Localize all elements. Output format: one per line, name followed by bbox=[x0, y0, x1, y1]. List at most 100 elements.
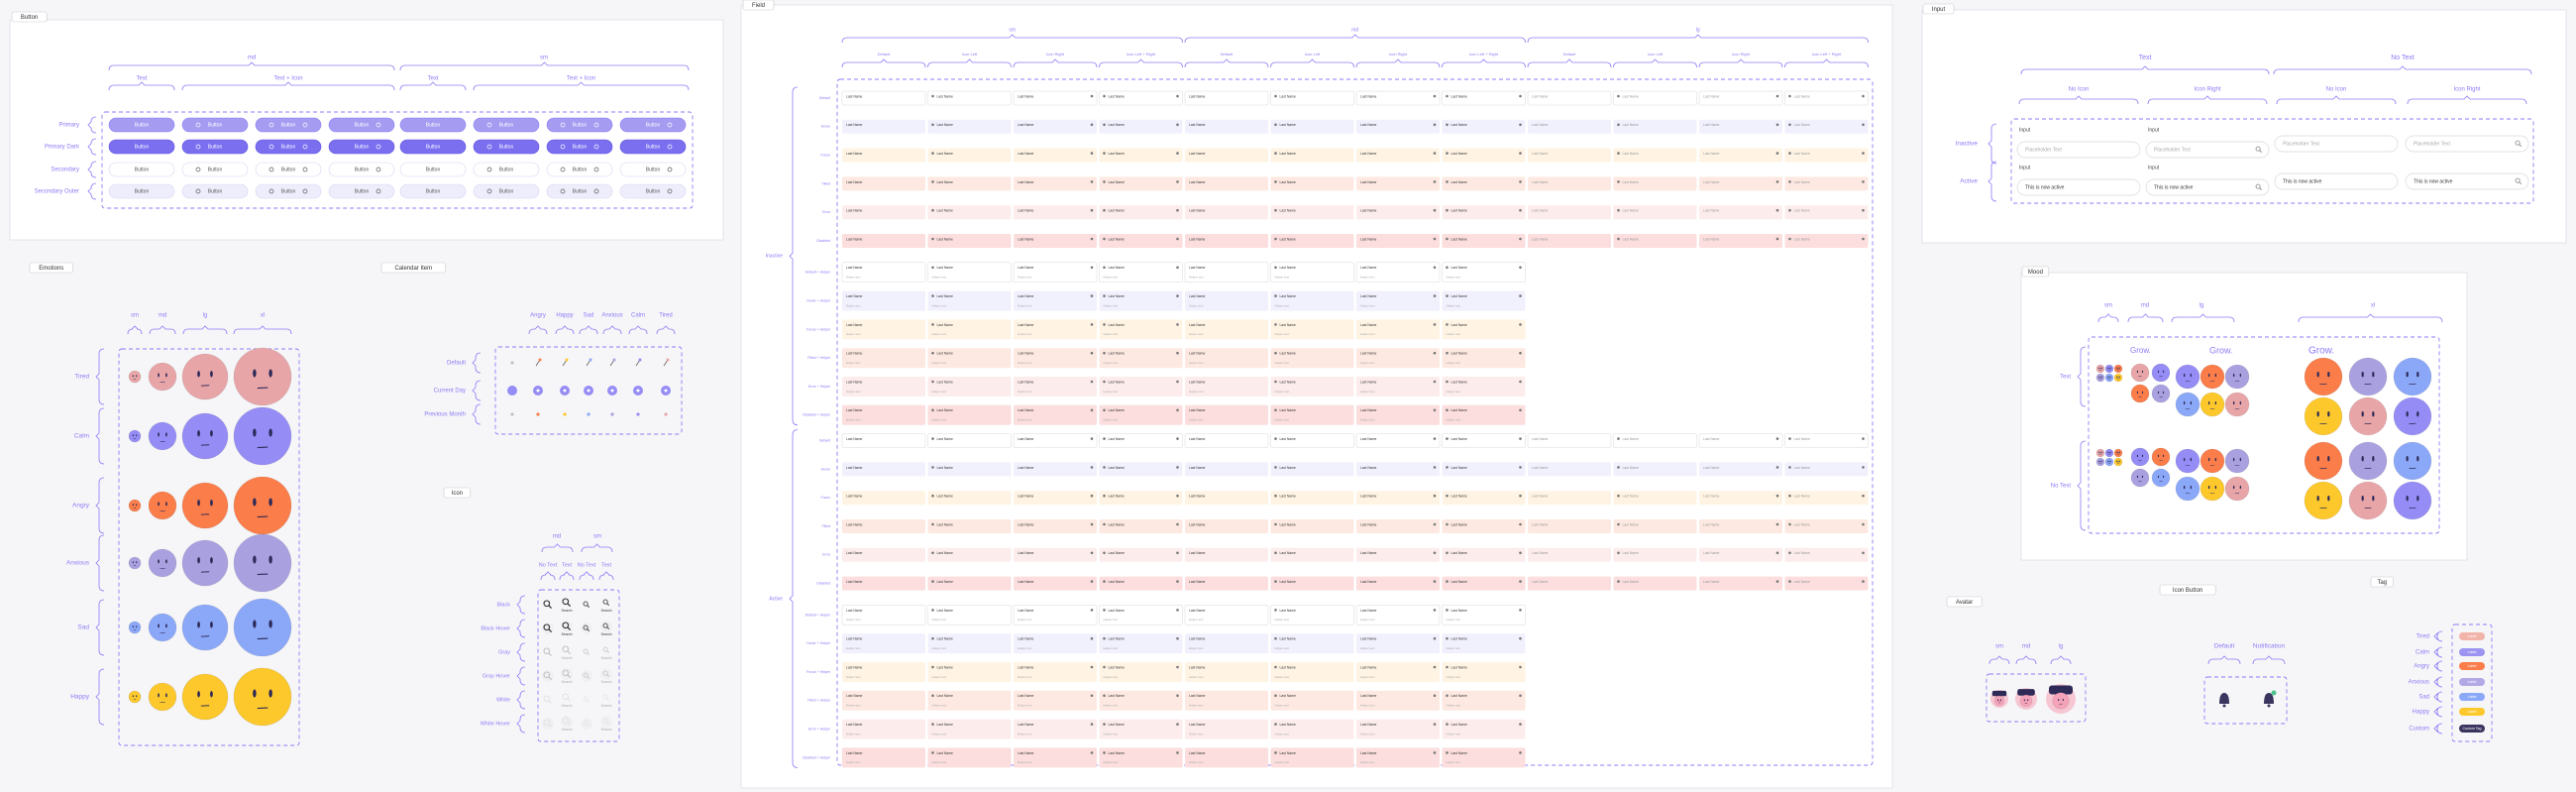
face-eye bbox=[253, 555, 257, 564]
row-label: Hover + Helper bbox=[806, 641, 830, 645]
field bbox=[1270, 519, 1354, 533]
emotion-face bbox=[1993, 695, 2005, 707]
field bbox=[927, 576, 1012, 591]
field-text: Last Name bbox=[1280, 323, 1297, 327]
column-label: Icon Left bbox=[1648, 52, 1664, 57]
face-eye bbox=[2416, 411, 2419, 417]
tag-text: Label bbox=[2468, 695, 2477, 699]
face-eye bbox=[2107, 376, 2109, 379]
icon-text: Search bbox=[600, 680, 611, 684]
bracket bbox=[399, 61, 690, 71]
field bbox=[1356, 348, 1440, 369]
field-text: Last Name bbox=[1703, 580, 1720, 584]
field-text: Last Name bbox=[1451, 266, 1468, 270]
button-icon bbox=[195, 188, 201, 194]
field bbox=[1185, 377, 1268, 396]
input-text: This is now active bbox=[2025, 184, 2065, 190]
bracket bbox=[789, 429, 799, 768]
button-text: Button bbox=[281, 188, 296, 194]
bracket bbox=[1698, 58, 1783, 68]
field-icon bbox=[1274, 665, 1277, 669]
field-helper: Helper text bbox=[932, 732, 947, 735]
field bbox=[842, 290, 925, 311]
face-eye bbox=[158, 559, 160, 564]
button-icon bbox=[486, 167, 492, 172]
field bbox=[1014, 747, 1097, 768]
label: sm bbox=[1009, 27, 1016, 33]
field-text: Last Name bbox=[1532, 237, 1549, 241]
label: Custom bbox=[2409, 727, 2429, 733]
icon-glyph bbox=[606, 698, 610, 702]
emotion-face bbox=[128, 690, 142, 704]
button bbox=[181, 117, 249, 133]
bracket bbox=[598, 571, 614, 581]
field-helper: Helper text bbox=[1275, 390, 1290, 394]
label: Anxious bbox=[601, 313, 622, 319]
field-icon bbox=[1446, 522, 1449, 526]
calendar-dot bbox=[565, 358, 569, 362]
button-icon bbox=[593, 122, 599, 128]
row-label: Disabled + Helper bbox=[803, 755, 831, 759]
face-eye bbox=[210, 622, 213, 628]
face-eye bbox=[2416, 372, 2419, 378]
field-icon bbox=[1274, 466, 1277, 469]
field-text: Last Name bbox=[1703, 495, 1720, 499]
field bbox=[1442, 348, 1526, 369]
field-icon bbox=[1788, 551, 1791, 555]
button-icon bbox=[593, 167, 599, 172]
face-eye bbox=[2214, 485, 2217, 490]
frame-label-bg bbox=[380, 262, 446, 274]
bracket bbox=[473, 81, 690, 91]
emotion-face bbox=[2393, 396, 2432, 436]
emotion-face bbox=[2130, 363, 2150, 383]
field-helper: Helper text bbox=[932, 618, 947, 622]
field-icon bbox=[1446, 694, 1449, 698]
emotion-face bbox=[2224, 448, 2250, 474]
bracket bbox=[559, 571, 575, 581]
face-eye bbox=[2118, 460, 2120, 463]
field-text: Last Name bbox=[1018, 380, 1034, 384]
face-eye bbox=[2239, 400, 2242, 405]
label: Sad bbox=[2418, 695, 2429, 701]
field bbox=[1014, 404, 1097, 425]
field-icon bbox=[1274, 208, 1277, 212]
field-text: Last Name bbox=[1623, 94, 1640, 98]
icon-glyph bbox=[583, 648, 589, 654]
field-text: Last Name bbox=[1360, 323, 1377, 327]
frame-label-bg bbox=[2159, 584, 2216, 596]
field-helper: Helper text bbox=[932, 276, 947, 280]
field bbox=[1270, 176, 1354, 191]
field-icon bbox=[1617, 94, 1620, 98]
emotion-face bbox=[128, 370, 142, 384]
field-icon bbox=[1788, 152, 1791, 155]
button-icon bbox=[195, 167, 201, 172]
field-text: Last Name bbox=[1794, 152, 1811, 156]
field-icon bbox=[1274, 437, 1277, 440]
field-icon bbox=[1274, 323, 1277, 326]
row-label: Focus + Helper bbox=[806, 327, 831, 331]
face-eye bbox=[197, 500, 200, 507]
field bbox=[1184, 262, 1269, 283]
field-text: Last Name bbox=[1360, 209, 1377, 213]
field-text: Last Name bbox=[1360, 665, 1377, 669]
avatar-hair bbox=[2017, 689, 2035, 696]
variant-box bbox=[101, 111, 694, 209]
field-text: Last Name bbox=[1189, 380, 1206, 384]
icon-hover-bg bbox=[581, 622, 592, 634]
label: No Text bbox=[2391, 55, 2415, 61]
variant-box bbox=[2088, 336, 2440, 534]
field-icon bbox=[1103, 665, 1106, 669]
face-mouth bbox=[257, 573, 268, 576]
field bbox=[1527, 90, 1612, 106]
field-text: Last Name bbox=[1189, 665, 1206, 669]
face-eye bbox=[136, 504, 138, 507]
field-text: Last Name bbox=[1451, 408, 1468, 412]
field bbox=[1013, 262, 1098, 283]
label: Happy bbox=[556, 313, 573, 319]
row-label: Default + Helper bbox=[805, 271, 831, 275]
bracket bbox=[95, 599, 105, 656]
field bbox=[1528, 462, 1611, 477]
field-icon bbox=[1090, 123, 1094, 127]
bracket bbox=[1784, 58, 1869, 68]
bracket bbox=[2433, 723, 2443, 735]
